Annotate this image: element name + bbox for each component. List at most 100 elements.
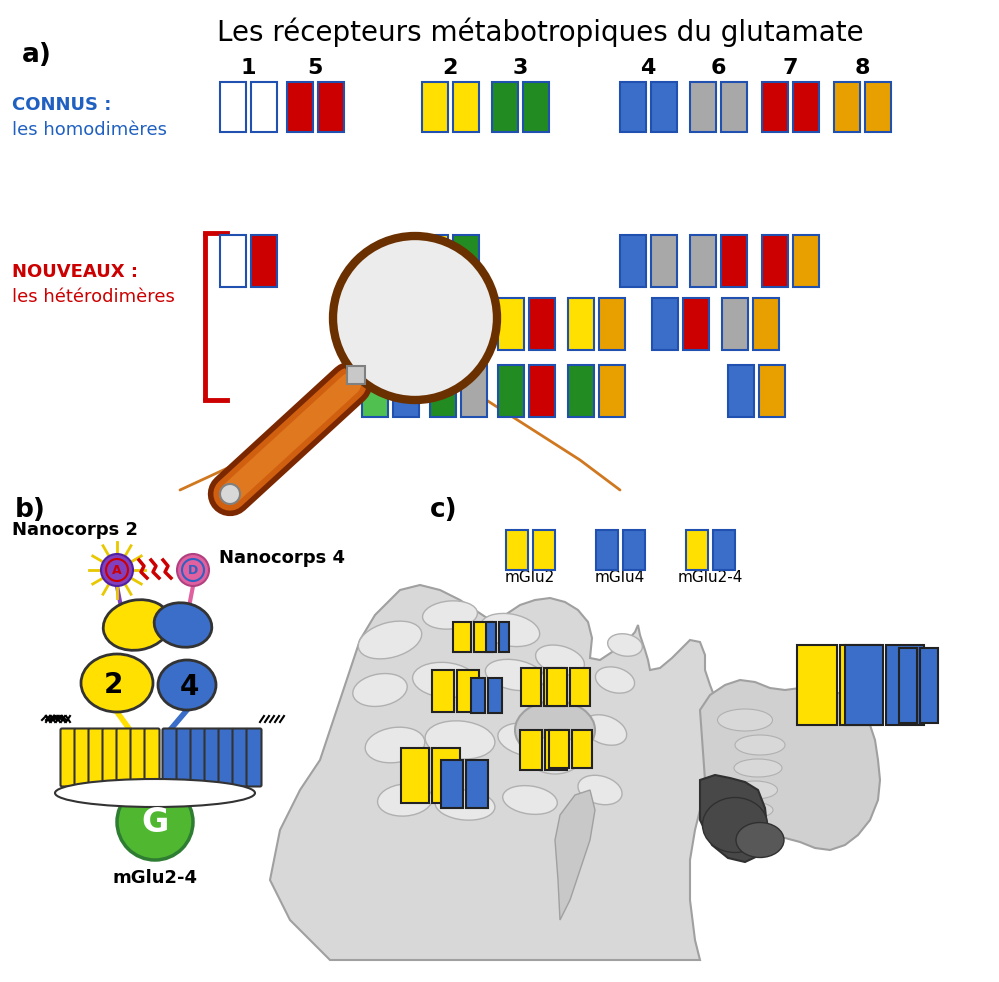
Bar <box>505 530 527 570</box>
Bar <box>727 365 753 417</box>
Ellipse shape <box>578 775 622 804</box>
Bar <box>453 622 471 652</box>
Bar <box>919 648 937 723</box>
Bar <box>430 298 456 350</box>
Bar <box>457 670 479 712</box>
Bar <box>712 530 734 570</box>
Bar <box>362 365 388 417</box>
Ellipse shape <box>535 645 584 675</box>
Text: 3: 3 <box>512 58 527 78</box>
Ellipse shape <box>498 723 562 757</box>
Text: 7: 7 <box>782 58 798 78</box>
Circle shape <box>333 236 497 400</box>
Bar <box>689 82 715 132</box>
Ellipse shape <box>378 784 433 816</box>
Ellipse shape <box>154 603 212 647</box>
Bar <box>430 365 456 417</box>
Bar <box>486 622 496 652</box>
Ellipse shape <box>595 667 634 693</box>
Bar <box>461 298 487 350</box>
Ellipse shape <box>527 736 582 774</box>
FancyBboxPatch shape <box>145 729 160 787</box>
Ellipse shape <box>607 633 642 656</box>
Bar <box>898 648 916 723</box>
FancyBboxPatch shape <box>61 729 76 787</box>
Bar <box>598 298 624 350</box>
Circle shape <box>220 484 240 504</box>
Text: G: G <box>141 805 169 839</box>
Bar <box>251 82 277 132</box>
Text: 5: 5 <box>308 58 323 78</box>
Bar <box>758 365 784 417</box>
Bar <box>488 678 501 713</box>
Ellipse shape <box>359 622 422 659</box>
Bar <box>761 82 787 132</box>
Ellipse shape <box>583 715 626 745</box>
Text: 4: 4 <box>640 58 655 78</box>
Text: Nanocorps 4: Nanocorps 4 <box>219 549 345 567</box>
Text: les homodimères: les homodimères <box>12 121 167 139</box>
Bar <box>461 365 487 417</box>
Text: 6: 6 <box>710 58 725 78</box>
Bar <box>220 235 246 287</box>
Ellipse shape <box>732 781 777 799</box>
Bar <box>650 235 676 287</box>
Bar <box>864 82 890 132</box>
Bar <box>441 760 463 808</box>
Bar <box>347 366 365 384</box>
Bar <box>619 235 645 287</box>
Bar <box>752 298 778 350</box>
Bar <box>796 645 836 725</box>
Bar <box>844 645 882 725</box>
Ellipse shape <box>55 779 255 807</box>
Bar <box>528 298 554 350</box>
FancyBboxPatch shape <box>219 729 234 787</box>
Bar <box>548 730 568 768</box>
Bar <box>689 235 715 287</box>
Bar <box>401 748 429 803</box>
Bar <box>499 622 508 652</box>
Text: mGlu2-4: mGlu2-4 <box>113 869 198 887</box>
Ellipse shape <box>486 659 544 690</box>
FancyBboxPatch shape <box>75 729 90 787</box>
Text: NOUVEAUX :: NOUVEAUX : <box>12 263 138 281</box>
Bar <box>492 82 517 132</box>
Ellipse shape <box>502 786 557 814</box>
Bar <box>519 730 541 770</box>
Bar <box>532 530 554 570</box>
Bar <box>761 235 787 287</box>
Ellipse shape <box>426 721 495 759</box>
Bar <box>598 365 624 417</box>
Text: 2: 2 <box>103 671 123 699</box>
Ellipse shape <box>731 802 773 818</box>
Bar <box>251 235 277 287</box>
Bar <box>720 82 746 132</box>
Ellipse shape <box>702 797 767 852</box>
FancyBboxPatch shape <box>103 729 118 787</box>
Bar <box>362 298 388 350</box>
Bar <box>721 298 747 350</box>
Bar <box>792 235 818 287</box>
Bar <box>595 530 617 570</box>
Text: Les récepteurs métabotropiques du glutamate: Les récepteurs métabotropiques du glutam… <box>217 18 863 47</box>
FancyBboxPatch shape <box>89 729 104 787</box>
Bar <box>453 82 479 132</box>
Bar <box>287 82 313 132</box>
Text: b): b) <box>15 497 46 523</box>
Bar <box>393 365 419 417</box>
Bar <box>471 678 485 713</box>
FancyBboxPatch shape <box>117 729 132 787</box>
Bar <box>650 82 676 132</box>
Text: mGlu4: mGlu4 <box>594 571 645 585</box>
Bar <box>685 530 707 570</box>
Text: Nanocorps 2: Nanocorps 2 <box>12 521 138 539</box>
Bar <box>453 235 479 287</box>
Bar <box>432 748 460 803</box>
FancyBboxPatch shape <box>233 729 248 787</box>
Text: 4: 4 <box>179 673 199 701</box>
Text: A: A <box>112 564 122 576</box>
Bar <box>567 298 593 350</box>
Bar <box>498 365 523 417</box>
Text: mGlu2-4: mGlu2-4 <box>677 571 742 585</box>
Text: 8: 8 <box>854 58 870 78</box>
